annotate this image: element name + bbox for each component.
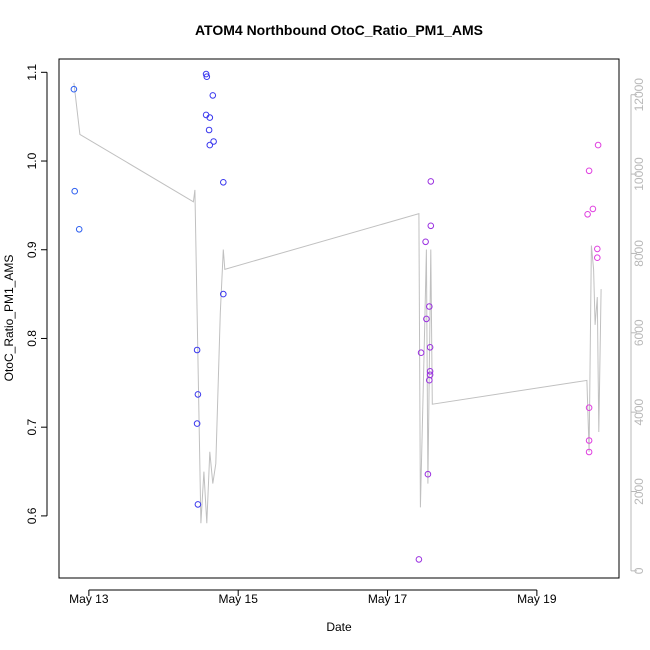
data-point xyxy=(75,226,83,233)
data-point xyxy=(426,344,434,351)
chart-title: ATOM4 Northbound OtoC_Ratio_PM1_AMS xyxy=(195,22,483,38)
y2-tick-label: 6000 xyxy=(632,319,646,346)
y-tick-label: 0.6 xyxy=(25,507,39,524)
data-point xyxy=(193,420,201,427)
y2-axis: 0 2000 4000 6000 8000 10000 12000 xyxy=(630,78,646,574)
x-tick-label: May 13 xyxy=(69,592,109,606)
data-point xyxy=(585,437,593,444)
data-point xyxy=(426,376,433,384)
data-point xyxy=(585,404,593,412)
data-point xyxy=(594,245,601,253)
data-point xyxy=(209,92,217,99)
data-point xyxy=(422,238,429,246)
data-point xyxy=(70,85,78,93)
data-point xyxy=(585,448,593,456)
y2-tick-label: 8000 xyxy=(632,240,646,267)
x-axis: May 13 May 15 May 17 May 19 xyxy=(69,589,557,606)
x-tick-label: May 17 xyxy=(368,592,408,606)
data-point xyxy=(424,470,432,478)
data-point xyxy=(194,391,202,398)
y2-tick-label: 2000 xyxy=(632,478,646,505)
data-point xyxy=(427,178,435,185)
data-point xyxy=(427,222,435,230)
data-point xyxy=(193,346,201,354)
data-point xyxy=(205,126,213,134)
x-axis-label: Date xyxy=(326,620,352,634)
data-point xyxy=(203,73,211,80)
data-point xyxy=(423,315,430,323)
data-point xyxy=(594,141,602,149)
data-point xyxy=(220,290,227,298)
data-point xyxy=(210,138,217,145)
y2-tick-label: 0 xyxy=(632,567,646,574)
data-point xyxy=(206,114,214,121)
y-axis-label: OtoC_Ratio_PM1_AMS xyxy=(2,255,16,382)
y-tick-label: 0.8 xyxy=(25,330,39,347)
plot-frame xyxy=(58,58,620,579)
data-point xyxy=(589,205,597,213)
y-axis: 0.6 0.7 0.8 0.9 1.0 1.1 xyxy=(25,64,48,524)
x-tick-label: May 19 xyxy=(517,592,557,606)
points-layer xyxy=(70,70,602,563)
data-point xyxy=(584,211,591,218)
y2-tick-label: 10000 xyxy=(632,157,646,191)
y2-tick-label: 4000 xyxy=(632,398,646,425)
y-tick-label: 0.7 xyxy=(25,419,39,436)
data-point xyxy=(594,254,601,262)
data-point xyxy=(585,167,593,175)
data-point xyxy=(202,70,210,78)
data-point xyxy=(415,556,423,563)
data-point xyxy=(206,141,214,149)
y-tick-label: 1.1 xyxy=(25,64,39,81)
data-point xyxy=(426,368,434,375)
y2-tick-label: 12000 xyxy=(632,78,646,112)
data-point xyxy=(71,187,78,195)
y-tick-label: 0.9 xyxy=(25,241,39,258)
secondary-series-line xyxy=(73,82,602,524)
data-point xyxy=(426,303,433,310)
data-point xyxy=(220,179,227,186)
data-point xyxy=(194,501,202,508)
y-tick-label: 1.0 xyxy=(25,152,39,169)
data-point xyxy=(417,349,425,357)
x-tick-label: May 15 xyxy=(219,592,259,606)
secondary-line-layer xyxy=(73,82,602,524)
